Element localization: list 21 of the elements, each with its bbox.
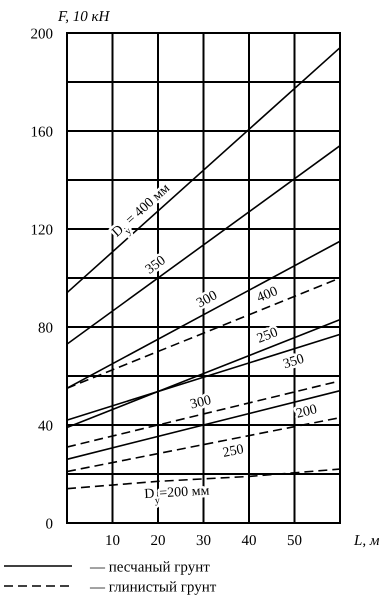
x-tick-label: 40 [242, 533, 256, 549]
x-axis-title: L, м [353, 533, 380, 549]
annotation: 350 [281, 352, 306, 372]
legend-label: — глинистый грунт [89, 579, 217, 596]
legend-label: — песчаный грунт [89, 559, 210, 576]
annotation: 250 [221, 442, 245, 461]
annotation: 200 [294, 402, 319, 422]
y-tick-label: 80 [38, 320, 53, 336]
x-tick-label: 50 [287, 533, 302, 549]
y-tick-label: 40 [38, 418, 53, 434]
annotation: 250 [255, 325, 280, 347]
x-tick-label: 30 [196, 533, 211, 549]
y-tick-label: 0 [46, 516, 53, 532]
y-tick-label: 200 [30, 26, 53, 42]
annotation: D$_{y}$=200 мм [144, 484, 210, 506]
y-tick-label: 120 [30, 222, 53, 238]
y-tick-label: 160 [30, 124, 53, 140]
x-tick-label: 10 [105, 533, 120, 549]
annotation: 400 [254, 284, 280, 306]
x-tick-label: 20 [150, 533, 166, 549]
y-axis-title: F, 10 кН [57, 9, 110, 25]
